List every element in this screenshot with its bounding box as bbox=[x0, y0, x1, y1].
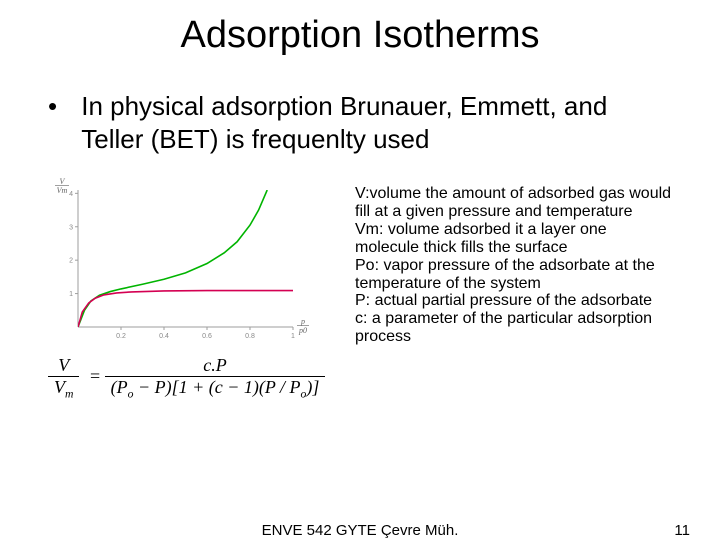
svg-text:p0: p0 bbox=[298, 326, 307, 335]
definitions-block: V:volume the amount of adsorbed gas woul… bbox=[355, 185, 675, 346]
definition-line: V:volume the amount of adsorbed gas woul… bbox=[355, 185, 675, 221]
slide-title: Adsorption Isotherms bbox=[0, 14, 720, 57]
bet-equation: V Vm = c.P (Po − P)[1 + (c − 1)(P / Po)] bbox=[48, 355, 348, 401]
eq-lhs-num: V bbox=[48, 355, 79, 377]
bullet-item: • In physical adsorption Brunauer, Emmet… bbox=[48, 90, 668, 155]
eq-lhs-den: Vm bbox=[48, 377, 79, 401]
slide: Adsorption Isotherms • In physical adsor… bbox=[0, 0, 720, 540]
eq-rhs-den: (Po − P)[1 + (c − 1)(P / Po)] bbox=[105, 377, 326, 401]
definition-line: Vm: volume adsorbed it a layer one molec… bbox=[355, 221, 675, 257]
definition-line: c: a parameter of the particular adsorpt… bbox=[355, 310, 675, 346]
bet-isotherm-chart: 0.2 0.4 0.6 0.8 1 1 2 3 4VVm pp0 bbox=[48, 175, 313, 345]
svg-text:0.2: 0.2 bbox=[116, 333, 126, 340]
svg-text:4: 4 bbox=[69, 191, 73, 198]
eq-rhs-fraction: c.P (Po − P)[1 + (c − 1)(P / Po)] bbox=[105, 355, 326, 401]
definition-line: Po: vapor pressure of the adsorbate at t… bbox=[355, 257, 675, 293]
bullet-marker: • bbox=[48, 90, 74, 123]
eq-lhs-fraction: V Vm bbox=[48, 355, 79, 401]
svg-text:Vm: Vm bbox=[57, 186, 68, 195]
svg-text:0.8: 0.8 bbox=[245, 333, 255, 340]
svg-text:2: 2 bbox=[69, 258, 73, 265]
equals-sign: = bbox=[90, 366, 105, 386]
chart-svg: 0.2 0.4 0.6 0.8 1 1 2 3 4VVm pp0 bbox=[48, 175, 313, 345]
svg-text:V: V bbox=[60, 177, 66, 186]
svg-text:0.6: 0.6 bbox=[202, 333, 212, 340]
footer-center-text: ENVE 542 GYTE Çevre Müh. bbox=[0, 522, 720, 539]
eq-rhs-num: c.P bbox=[105, 355, 326, 377]
svg-text:0.4: 0.4 bbox=[159, 333, 169, 340]
svg-text:3: 3 bbox=[69, 224, 73, 231]
definition-line: P: actual partial pressure of the adsorb… bbox=[355, 292, 675, 310]
svg-text:p: p bbox=[300, 317, 305, 326]
svg-text:1: 1 bbox=[69, 291, 73, 298]
footer-page-number: 11 bbox=[674, 522, 690, 539]
bullet-text: In physical adsorption Brunauer, Emmett,… bbox=[81, 90, 661, 155]
svg-text:1: 1 bbox=[291, 333, 295, 340]
